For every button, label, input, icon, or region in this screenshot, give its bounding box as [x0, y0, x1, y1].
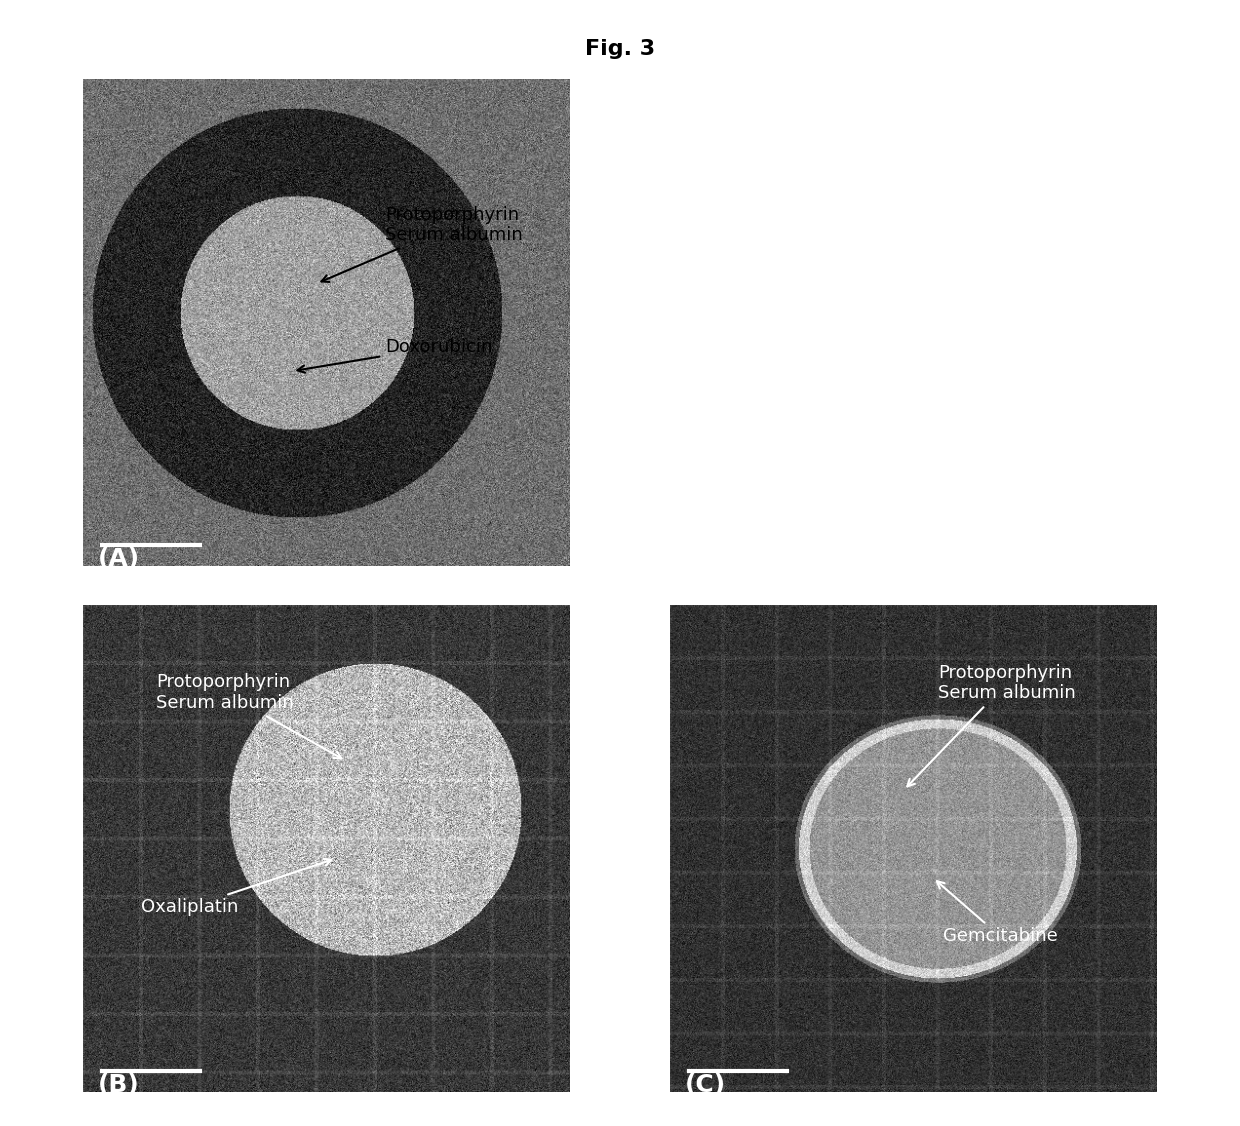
Text: (B): (B)	[98, 1073, 139, 1097]
Text: Protoporphyrin
Serum albumin: Protoporphyrin Serum albumin	[156, 673, 341, 759]
Text: Gemcitabine: Gemcitabine	[937, 882, 1058, 946]
Text: Fig. 3: Fig. 3	[585, 39, 655, 60]
Text: Protoporphyrin
Serum albumin: Protoporphyrin Serum albumin	[321, 206, 523, 282]
Text: Oxaliplatin: Oxaliplatin	[141, 859, 331, 917]
Text: Doxorubicin: Doxorubicin	[298, 338, 492, 373]
Text: Protoporphyrin
Serum albumin: Protoporphyrin Serum albumin	[908, 663, 1075, 786]
Text: (A): (A)	[98, 546, 140, 571]
Text: (C): (C)	[684, 1073, 725, 1097]
